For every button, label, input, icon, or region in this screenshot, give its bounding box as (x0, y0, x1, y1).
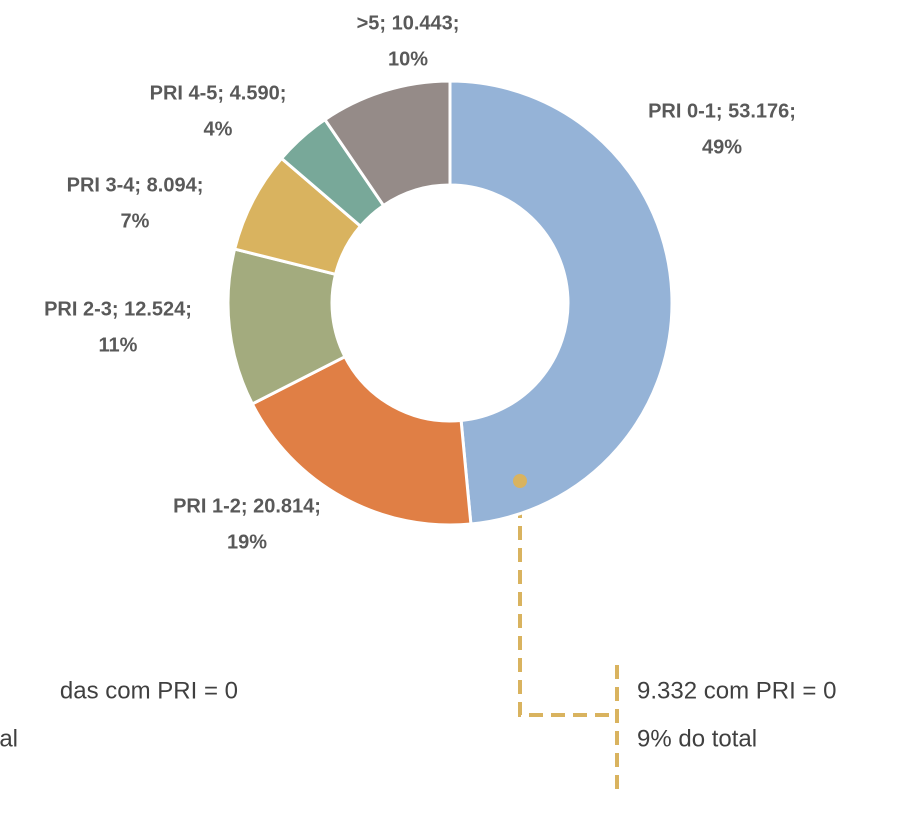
donut-segment (448, 79, 674, 526)
data-label: PRI 1-2; 20.814; (173, 495, 321, 517)
annotation: al (0, 725, 18, 752)
data-label: 7% (121, 210, 150, 232)
data-label: 11% (99, 334, 138, 356)
data-label: 4% (204, 118, 233, 140)
data-label: 19% (227, 531, 267, 553)
callout-line (518, 482, 612, 717)
callout-dot (513, 474, 527, 488)
data-label: PRI 2-3; 12.524; (44, 298, 192, 320)
data-label: PRI 4-5; 4.590; (150, 82, 287, 104)
data-label: 10% (388, 48, 428, 70)
donut-segment (322, 79, 452, 208)
callout (518, 482, 619, 792)
data-label: 49% (702, 136, 742, 158)
annotation: das com PRI = 0 (60, 677, 238, 704)
annotation: 9.332 com PRI = 0 (637, 677, 836, 704)
annotation: 9% do total (637, 725, 757, 752)
data-label: PRI 3-4; 8.094; (67, 174, 204, 196)
data-label: >5; 10.443; (357, 12, 460, 34)
data-label: PRI 0-1; 53.176; (648, 100, 796, 122)
donut-segment (250, 354, 473, 527)
